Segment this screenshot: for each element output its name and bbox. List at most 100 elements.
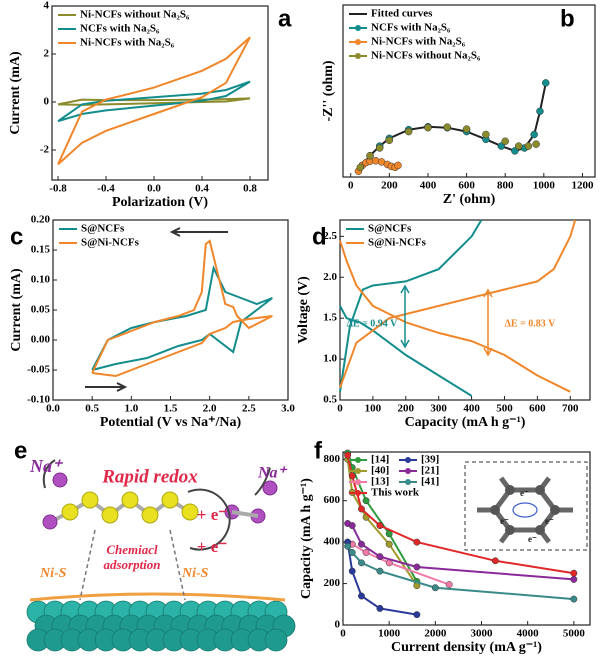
- charge-cloud: [512, 502, 538, 518]
- panel-letter: e: [14, 437, 27, 464]
- x-tick-label: 300: [430, 403, 447, 415]
- title: Rapid redox: [101, 466, 198, 487]
- marker: [385, 136, 394, 145]
- legend-label: [39]: [421, 454, 439, 466]
- y-tick-label: 800: [324, 453, 341, 465]
- arrow-head: [400, 284, 410, 349]
- legend-label: S@Ni-NCFs: [81, 237, 140, 249]
- x-tick-label: 700: [562, 403, 579, 415]
- marker: [491, 557, 499, 565]
- y-axis-label: -Z'' (ohm): [321, 60, 336, 121]
- y-tick-label: -0.05: [27, 364, 50, 376]
- y-tick-label: 0.10: [31, 274, 51, 286]
- sulfur-atom: [81, 491, 99, 509]
- marker: [385, 540, 393, 548]
- y-axis-label: Voltage (V): [296, 276, 311, 344]
- y-tick-label: 0.15: [31, 244, 51, 256]
- legend-label: This work: [371, 487, 420, 499]
- panel-letter: f: [314, 437, 323, 464]
- surface-s: [29, 592, 286, 602]
- legend-label: [14]: [371, 454, 389, 466]
- y-axis-label: Capacity (mA h g⁻¹): [299, 478, 314, 599]
- marker: [348, 472, 356, 480]
- bond-line: [169, 529, 186, 601]
- atom: [550, 505, 560, 515]
- y-axis-label: Current (mA): [8, 51, 23, 135]
- x-tick-label: 500: [496, 403, 513, 415]
- legend-label: [21]: [421, 465, 439, 477]
- marker: [542, 79, 550, 87]
- marker: [482, 130, 490, 139]
- x-tick-label: 3.0: [281, 403, 295, 415]
- x-axis-label: Potential (V vs Na⁺/Na): [100, 415, 242, 430]
- marker: [358, 505, 365, 513]
- marker: [348, 549, 356, 556]
- x-tick-label: 0.0: [147, 183, 161, 195]
- marker: [366, 151, 374, 160]
- nickel-atom: [264, 628, 288, 652]
- panel-letter: d: [312, 223, 327, 250]
- marker: [376, 553, 384, 561]
- legend-label: [40]: [371, 465, 389, 477]
- marker: [501, 137, 509, 145]
- x-tick-label: 1000: [533, 180, 556, 192]
- legend-label: Fitted curves: [371, 8, 433, 20]
- inset-label: e⁻: [545, 516, 554, 526]
- marker: [570, 595, 578, 603]
- marker: [348, 567, 356, 575]
- x-tick-label: -0.4: [97, 183, 115, 195]
- legend-label: S@NCFs: [368, 223, 412, 235]
- marker: [570, 575, 578, 583]
- x-tick-label: 800: [497, 180, 514, 192]
- panel-letter: a: [278, 5, 292, 32]
- atom: [490, 505, 500, 515]
- series-line: [91, 239, 273, 378]
- inset-frame: [464, 461, 588, 551]
- y-tick-label: 4: [44, 0, 50, 12]
- plot-frame: [339, 219, 591, 401]
- sulfur-atom: [101, 506, 119, 524]
- atom: [505, 525, 515, 535]
- inset: e⁻ e⁻ e⁻ e⁻: [464, 461, 588, 551]
- x-tick-label: 4000: [517, 628, 540, 640]
- marker: [376, 604, 384, 612]
- legend-marker: [405, 457, 411, 463]
- y-tick-label: 0.00: [31, 334, 51, 346]
- marker: [362, 497, 370, 505]
- legend-marker: [355, 53, 361, 59]
- x-tick-label: 0.8: [243, 183, 257, 195]
- x-axis-label: Current density (mA g⁻¹): [391, 640, 542, 655]
- adsorption-label: Chemiacl: [106, 542, 158, 557]
- legend-marker: [355, 25, 361, 31]
- sodium-atom: [52, 472, 68, 488]
- panel-letter: b: [560, 5, 575, 32]
- bond-line: [79, 529, 96, 601]
- x-tick-label: 0.0: [46, 403, 60, 415]
- marker: [356, 163, 365, 172]
- sulfur-atom: [121, 491, 139, 509]
- y-tick-label: 0: [44, 96, 50, 108]
- inset-label: e⁻: [520, 488, 529, 498]
- sulfur-atom: [181, 503, 199, 521]
- y-tick-label: -0.10: [27, 394, 50, 406]
- x-tick-label: 1.5: [164, 403, 178, 415]
- marker: [413, 611, 421, 619]
- annotation: ΔE = 0.83 V: [505, 318, 556, 329]
- x-tick-label: 0.5: [85, 403, 99, 415]
- x-tick-label: 200: [398, 403, 415, 415]
- marker: [358, 559, 365, 567]
- y-tick-label: 0.05: [31, 304, 51, 316]
- marker: [404, 127, 413, 136]
- x-tick-label: 1.0: [124, 403, 138, 415]
- adsorption-label: adsorption: [103, 557, 160, 572]
- y-tick-label: 400: [324, 536, 341, 548]
- x-tick-label: 5000: [563, 628, 586, 640]
- marker: [348, 522, 356, 530]
- x-tick-label: 0: [337, 403, 343, 415]
- marker: [375, 144, 384, 152]
- plot-frame: [342, 4, 596, 178]
- marker: [431, 584, 439, 592]
- y-tick-label: 2: [44, 48, 50, 60]
- y-tick-label: 2.0: [323, 271, 337, 283]
- x-axis-label: Z' (ohm): [443, 192, 496, 207]
